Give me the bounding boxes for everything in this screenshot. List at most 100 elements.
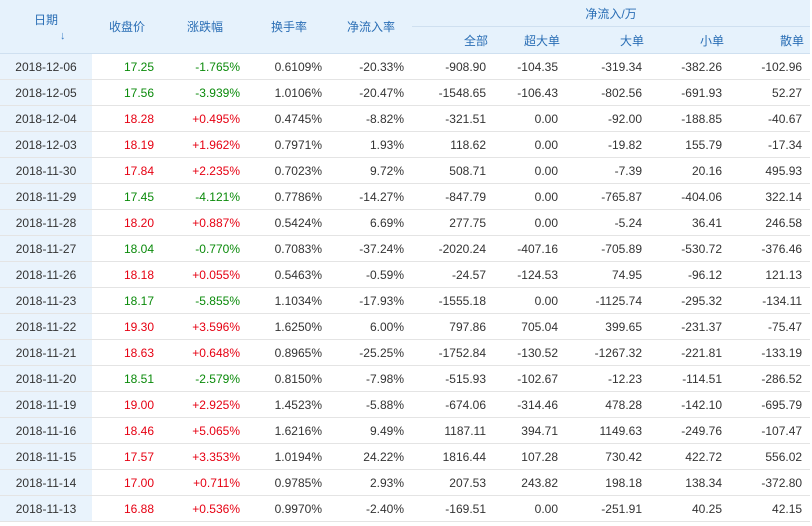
net-retail-cell: -75.47 — [730, 313, 811, 340]
turnover-cell: 1.1034% — [248, 287, 330, 314]
turnover-cell: 0.9970% — [248, 495, 330, 522]
change-cell: -2.579% — [162, 365, 248, 392]
header-date[interactable]: 日期↓ — [0, 0, 92, 54]
net-retail-cell: -134.11 — [730, 287, 811, 314]
header-retail[interactable]: 散单 — [730, 26, 811, 54]
ratio-cell: -37.24% — [330, 235, 412, 262]
header-xlarge[interactable]: 超大单 — [494, 26, 566, 54]
close-cell: 19.00 — [92, 391, 162, 418]
date-cell: 2018-12-06 — [0, 53, 92, 80]
header-close[interactable]: 收盘价 — [92, 0, 162, 54]
date-cell: 2018-11-29 — [0, 183, 92, 210]
sort-desc-icon[interactable]: ↓ — [60, 30, 66, 42]
ratio-cell: 9.72% — [330, 157, 412, 184]
change-cell: +0.055% — [162, 261, 248, 288]
turnover-cell: 0.7023% — [248, 157, 330, 184]
net-small-cell: -142.10 — [650, 391, 730, 418]
net-retail-cell: 121.13 — [730, 261, 811, 288]
header-turnover[interactable]: 换手率 — [248, 0, 330, 54]
close-cell: 17.45 — [92, 183, 162, 210]
header-large[interactable]: 大单 — [566, 26, 650, 54]
net-small-cell: -221.81 — [650, 339, 730, 366]
net-all-cell: 1187.11 — [412, 417, 494, 444]
change-cell: +0.711% — [162, 469, 248, 496]
date-cell: 2018-11-22 — [0, 313, 92, 340]
net-all-cell: -1548.65 — [412, 79, 494, 106]
ratio-cell: -25.25% — [330, 339, 412, 366]
date-cell: 2018-11-19 — [0, 391, 92, 418]
change-cell: -1.765% — [162, 53, 248, 80]
net-retail-cell: -133.19 — [730, 339, 811, 366]
change-cell: +1.962% — [162, 131, 248, 158]
net-small-cell: 138.34 — [650, 469, 730, 496]
net-all-cell: -1555.18 — [412, 287, 494, 314]
date-cell: 2018-11-23 — [0, 287, 92, 314]
change-cell: -0.770% — [162, 235, 248, 262]
table-row: 2018-11-27 18.04 -0.770% 0.7083% -37.24% -202… — [0, 235, 811, 262]
turnover-cell: 0.8965% — [248, 339, 330, 366]
net-large-cell: -1267.32 — [566, 339, 650, 366]
date-cell: 2018-12-05 — [0, 79, 92, 106]
net-retail-cell: 42.15 — [730, 495, 811, 522]
net-small-cell: 422.72 — [650, 443, 730, 470]
net-all-cell: -169.51 — [412, 495, 494, 522]
table-row: 2018-12-06 17.25 -1.765% 0.6109% -20.33% -908… — [0, 53, 811, 80]
net-retail-cell: -40.67 — [730, 105, 811, 132]
turnover-cell: 0.5424% — [248, 209, 330, 236]
net-all-cell: 508.71 — [412, 157, 494, 184]
close-cell: 18.17 — [92, 287, 162, 314]
net-retail-cell: 52.27 — [730, 79, 811, 106]
close-cell: 17.25 — [92, 53, 162, 80]
net-xlarge-cell: -314.46 — [494, 391, 566, 418]
net-small-cell: -114.51 — [650, 365, 730, 392]
net-retail-cell: 556.02 — [730, 443, 811, 470]
net-retail-cell: 495.93 — [730, 157, 811, 184]
date-cell: 2018-11-26 — [0, 261, 92, 288]
date-cell: 2018-11-21 — [0, 339, 92, 366]
net-small-cell: -231.37 — [650, 313, 730, 340]
table-row: 2018-11-30 17.84 +2.235% 0.7023% 9.72% 508.71… — [0, 157, 811, 184]
net-small-cell: -404.06 — [650, 183, 730, 210]
net-all-cell: 277.75 — [412, 209, 494, 236]
ratio-cell: -20.33% — [330, 53, 412, 80]
ratio-cell: -17.93% — [330, 287, 412, 314]
close-cell: 17.57 — [92, 443, 162, 470]
net-xlarge-cell: 0.00 — [494, 131, 566, 158]
close-cell: 16.88 — [92, 495, 162, 522]
net-small-cell: -249.76 — [650, 417, 730, 444]
header-all[interactable]: 全部 — [412, 26, 494, 54]
ratio-cell: 6.69% — [330, 209, 412, 236]
table-row: 2018-11-28 18.20 +0.887% 0.5424% 6.69% 277.75… — [0, 209, 811, 236]
date-cell: 2018-11-14 — [0, 469, 92, 496]
turnover-cell: 1.4523% — [248, 391, 330, 418]
header-change[interactable]: 涨跌幅 — [162, 0, 248, 54]
table-body: 2018-12-06 17.25 -1.765% 0.6109% -20.33% -908… — [0, 53, 811, 522]
net-all-cell: 207.53 — [412, 469, 494, 496]
change-cell: +2.925% — [162, 391, 248, 418]
date-cell: 2018-11-30 — [0, 157, 92, 184]
header-small[interactable]: 小单 — [650, 26, 730, 54]
net-xlarge-cell: 0.00 — [494, 105, 566, 132]
net-xlarge-cell: 0.00 — [494, 495, 566, 522]
net-xlarge-cell: 107.28 — [494, 443, 566, 470]
net-retail-cell: 246.58 — [730, 209, 811, 236]
close-cell: 18.46 — [92, 417, 162, 444]
close-cell: 18.28 — [92, 105, 162, 132]
net-large-cell: -705.89 — [566, 235, 650, 262]
ratio-cell: 1.93% — [330, 131, 412, 158]
net-large-cell: -92.00 — [566, 105, 650, 132]
turnover-cell: 0.9785% — [248, 469, 330, 496]
turnover-cell: 0.7786% — [248, 183, 330, 210]
change-cell: +0.495% — [162, 105, 248, 132]
net-large-cell: 478.28 — [566, 391, 650, 418]
net-small-cell: -382.26 — [650, 53, 730, 80]
net-retail-cell: -372.80 — [730, 469, 811, 496]
net-small-cell: 155.79 — [650, 131, 730, 158]
table-row: 2018-11-14 17.00 +0.711% 0.9785% 2.93% 207.53… — [0, 469, 811, 496]
net-all-cell: -674.06 — [412, 391, 494, 418]
net-small-cell: -691.93 — [650, 79, 730, 106]
net-xlarge-cell: 0.00 — [494, 183, 566, 210]
header-net-ratio[interactable]: 净流入率 — [330, 0, 412, 54]
ratio-cell: -5.88% — [330, 391, 412, 418]
net-retail-cell: -107.47 — [730, 417, 811, 444]
